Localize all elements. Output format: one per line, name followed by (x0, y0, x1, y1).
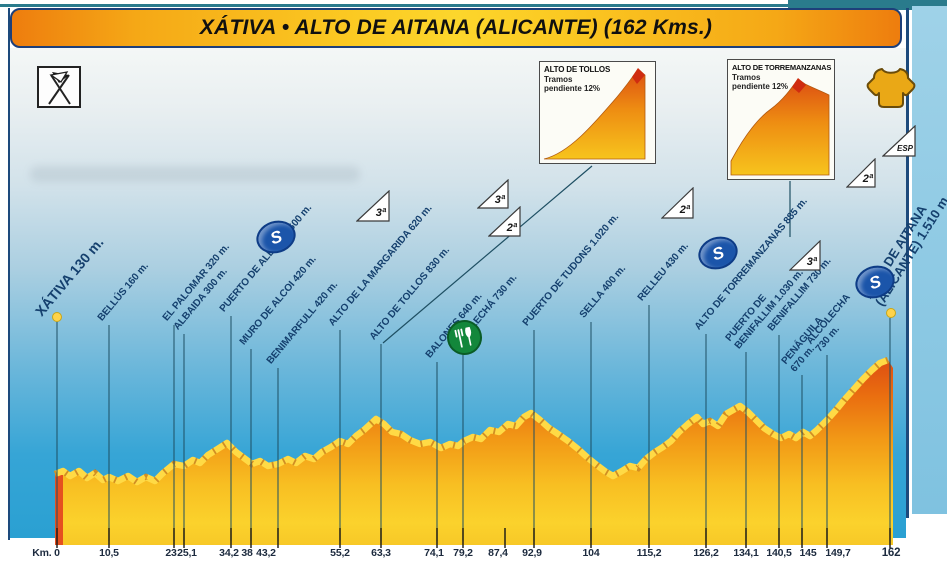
top-divider (0, 4, 790, 7)
inset-tollos-title: ALTO DE TOLLOS (544, 65, 611, 74)
profile-start-face (55, 470, 63, 545)
km-tick-label: 104 (582, 547, 600, 559)
start-flags-icon (37, 66, 81, 108)
km-tick-label: 38 (241, 547, 253, 559)
profile-band-facets (53, 356, 890, 486)
km-tick-label: 145 (799, 547, 817, 559)
svg-text:2ª: 2ª (862, 173, 874, 185)
chart-right-border (906, 8, 909, 518)
stage-title: XÁTIVA • ALTO DE AITANA (ALICANTE) (162 … (199, 16, 713, 39)
svg-text:2ª: 2ª (679, 204, 691, 216)
category-triangle-2a-tudons: 2ª (660, 186, 694, 224)
svg-text:2ª: 2ª (506, 222, 518, 234)
right-blue-band (912, 6, 947, 514)
km-tick-label: 126,2 (693, 547, 719, 559)
inset-tollos-subtitle: Tramos pendiente 12% (544, 75, 601, 93)
inset-torremanzanas-subtitle: Tramos pendiente 12% (732, 73, 789, 91)
km-tick-label: 55,2 (330, 547, 350, 559)
km-tick-label: 10,5 (99, 547, 119, 559)
km-tick-label: 43,2 (256, 547, 276, 559)
km-tick-label: 23 (165, 547, 177, 559)
category-triangle-3a-margarida: 3ª (476, 178, 509, 214)
svg-text:3ª: 3ª (495, 194, 506, 206)
km-tick-label: 63,3 (371, 547, 391, 559)
inset-tollos: ALTO DE TOLLOS Tramos pendiente 12% (539, 61, 656, 164)
svg-text:ESP: ESP (897, 144, 914, 153)
km-tick-label: 162 (881, 547, 901, 559)
km-tick-label: 134,1 (733, 547, 759, 559)
category-triangle-2a-tollos: 2ª (487, 205, 521, 242)
km-tick-label: 79,2 (453, 547, 473, 559)
faded-watermark (30, 166, 360, 182)
km-tick-label: 115,2 (636, 547, 662, 559)
svg-text:3ª: 3ª (807, 256, 818, 268)
category-triangle-2a-torremanzanas: 2ª (845, 157, 876, 193)
feed-zone-icon (443, 316, 486, 359)
km-tick-label: 74,1 (424, 547, 444, 559)
top-right-strip (788, 0, 947, 10)
category-triangle-3a-albaida: 3ª (355, 189, 390, 227)
finish-dot (886, 308, 896, 318)
km-tick-label: 140,5 (766, 547, 792, 559)
axis-ticks (56, 528, 891, 548)
chart-left-border (8, 8, 10, 540)
svg-text:3ª: 3ª (376, 207, 387, 219)
category-triangle-3a-benifallim: 3ª (788, 239, 821, 276)
km-tick-label: 34,2 (219, 547, 239, 559)
inset-torremanzanas-title: ALTO DE TORREMANZANAS (732, 63, 832, 72)
guide-lines (56, 305, 891, 541)
title-banner: XÁTIVA • ALTO DE AITANA (ALICANTE) (162 … (10, 8, 902, 48)
profile-body (55, 360, 893, 545)
km-tick-label: Km. 0 (32, 547, 60, 559)
inset-pointer-tollos (382, 165, 593, 344)
km-tick-label: 87,4 (488, 547, 508, 559)
start-dot (52, 312, 62, 322)
inset-torremanzanas: ALTO DE TORREMANZANAS Tramos pendiente 1… (727, 59, 835, 180)
km-tick-label: 92,9 (522, 547, 542, 559)
km-tick-label: 25,1 (177, 547, 197, 559)
leader-jersey-icon (866, 64, 916, 117)
category-triangle-esp-aitana: ESP (881, 124, 916, 162)
km-tick-label: 149,7 (825, 547, 851, 559)
